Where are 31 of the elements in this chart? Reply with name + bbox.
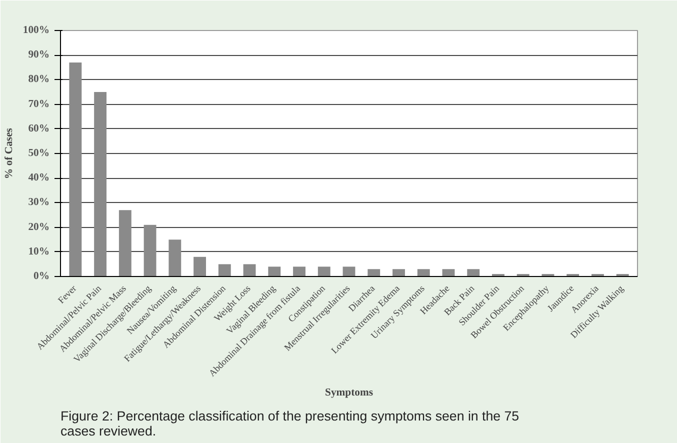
bar (168, 240, 182, 276)
y-tick-label: 50% (28, 148, 50, 159)
y-tick-label: 100% (22, 25, 50, 36)
y-tick-label: 90% (28, 50, 50, 61)
bar (467, 269, 480, 276)
bar (194, 256, 206, 276)
y-tick-label: 30% (28, 197, 50, 208)
y-tick-label: 20% (28, 222, 50, 233)
bar (243, 264, 256, 276)
bar (392, 269, 405, 276)
bar (268, 266, 281, 276)
y-tick-label: 40% (28, 172, 50, 184)
bar (442, 269, 455, 276)
bar (368, 269, 380, 276)
bar (342, 266, 356, 276)
bar (144, 224, 156, 276)
bar (118, 210, 132, 276)
y-tick-label: 70% (28, 98, 50, 110)
y-tick-label: 80% (28, 74, 50, 86)
y-tick-label: 0% (34, 271, 50, 282)
y-tick-label: 10% (28, 246, 50, 258)
bar (218, 264, 231, 276)
bar (318, 266, 330, 276)
y-axis-title: % of Cases (4, 128, 15, 179)
x-axis-title: Symptoms (325, 388, 373, 399)
caption: Figure 2: Percentage classification of the presenting symptoms seen in the 75 cases reviewed. (60, 408, 520, 438)
bar (417, 269, 430, 276)
bar (94, 92, 107, 276)
y-tick-label: 60% (28, 123, 50, 134)
bar (293, 266, 306, 276)
bar (69, 62, 82, 276)
